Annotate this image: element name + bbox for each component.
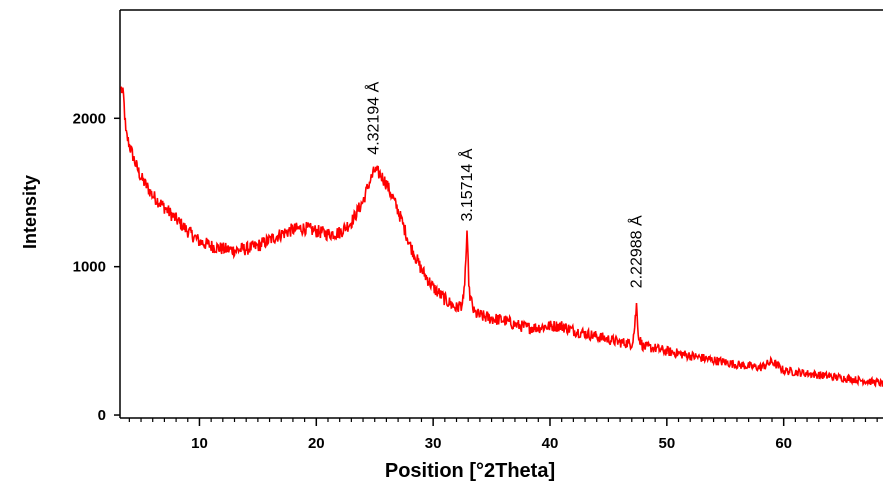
plot-frame [119,9,883,419]
peak-label: 3.15714 Å [457,148,476,221]
x-tick-label: 40 [542,435,559,452]
series-layer [120,86,883,388]
x-tick-label: 50 [658,435,675,452]
x-axis-ticks: 10 20 30 40 50 60 [191,418,792,452]
y-tick-label: 0 [98,407,106,424]
x-tick-label: 10 [191,435,208,452]
y-tick-label: 1000 [73,259,106,276]
y-tick-label: 2000 [73,110,106,127]
series-line [120,86,883,388]
y-axis-ticks: 0 1000 2000 [73,110,120,424]
peak-label: 4.32194 Å [364,81,383,154]
x-tick-label: 30 [425,435,442,452]
x-tick-label: 20 [308,435,325,452]
y-axis-title: Intensity [20,175,40,249]
x-tick-label: 60 [775,435,792,452]
x-axis-title: Position [°2Theta] [385,460,555,482]
peak-label: 2.22988 Å [627,215,646,288]
peak-annotations: 4.32194 Å 3.15714 Å 2.22988 Å [364,81,646,288]
x-minor-ticks [128,418,878,422]
